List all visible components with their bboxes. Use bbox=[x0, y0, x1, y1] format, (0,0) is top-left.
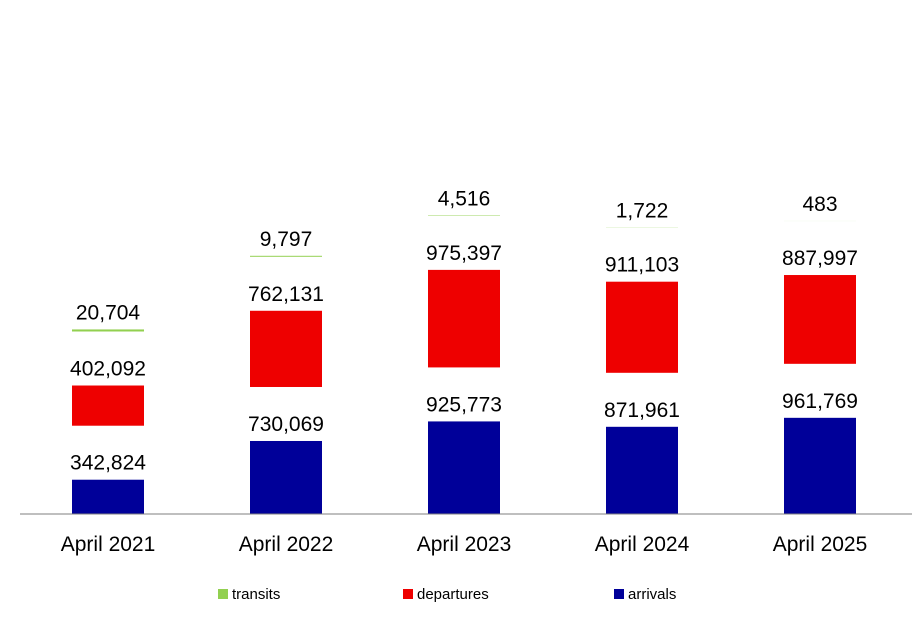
bar-arrivals-april-2025 bbox=[784, 417, 856, 514]
x-tick-label-april-2025: April 2025 bbox=[773, 533, 868, 556]
bar-departures-april-2021 bbox=[72, 385, 144, 426]
data-label-departures-april-2023: 975,397 bbox=[426, 242, 502, 265]
data-label-arrivals-april-2024: 871,961 bbox=[604, 399, 680, 422]
data-label-departures-april-2021: 402,092 bbox=[70, 358, 146, 381]
data-label-arrivals-april-2022: 730,069 bbox=[248, 413, 324, 436]
legend-swatch-arrivals bbox=[614, 589, 624, 599]
data-label-transits-april-2022: 9,797 bbox=[260, 228, 313, 251]
legend: transits departures arrivals bbox=[218, 586, 676, 603]
data-label-transits-april-2025: 483 bbox=[802, 193, 837, 216]
data-labels-layer: 342,824 402,092 20,704 730,069 762,131 9,797 9… bbox=[70, 187, 858, 474]
data-label-transits-april-2023: 4,516 bbox=[438, 187, 491, 210]
data-label-arrivals-april-2025: 961,769 bbox=[782, 390, 858, 413]
x-tick-labels: April 2021 April 2022 April 2023 April 2024… bbox=[61, 533, 868, 556]
x-tick-label-april-2022: April 2022 bbox=[239, 533, 334, 556]
legend-swatch-departures bbox=[403, 589, 413, 599]
x-tick-label-april-2021: April 2021 bbox=[61, 533, 156, 556]
bar-transits-april-2021 bbox=[72, 329, 144, 332]
bar-arrivals-april-2024 bbox=[606, 426, 678, 514]
bar-arrivals-april-2021 bbox=[72, 479, 144, 514]
bars-layer bbox=[72, 215, 856, 514]
data-label-departures-april-2025: 887,997 bbox=[782, 247, 858, 270]
data-label-transits-april-2024: 1,722 bbox=[616, 200, 669, 223]
legend-label-departures: departures bbox=[417, 586, 489, 603]
bar-arrivals-april-2023 bbox=[428, 421, 500, 514]
bar-departures-april-2024 bbox=[606, 281, 678, 373]
bar-departures-april-2022 bbox=[250, 310, 322, 387]
data-label-transits-april-2021: 20,704 bbox=[76, 301, 141, 324]
bar-departures-april-2025 bbox=[784, 275, 856, 364]
x-tick-label-april-2024: April 2024 bbox=[595, 533, 690, 556]
legend-label-arrivals: arrivals bbox=[628, 586, 676, 603]
data-label-arrivals-april-2021: 342,824 bbox=[70, 452, 146, 475]
data-label-arrivals-april-2023: 925,773 bbox=[426, 393, 502, 416]
bar-arrivals-april-2022 bbox=[250, 440, 322, 514]
legend-swatch-transits bbox=[218, 589, 228, 599]
bar-transits-april-2022 bbox=[250, 255, 322, 257]
x-tick-label-april-2023: April 2023 bbox=[417, 533, 512, 556]
data-label-departures-april-2024: 911,103 bbox=[605, 254, 679, 277]
bar-departures-april-2023 bbox=[428, 269, 500, 368]
legend-label-transits: transits bbox=[232, 586, 280, 603]
data-label-departures-april-2022: 762,131 bbox=[248, 283, 324, 306]
